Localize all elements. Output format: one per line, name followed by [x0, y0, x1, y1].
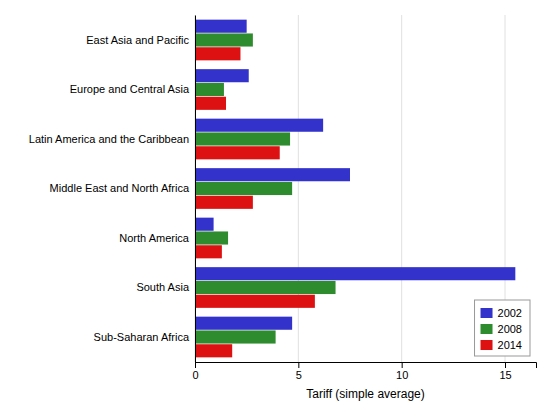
x-axis: 0 5 10 15	[192, 362, 536, 381]
bar	[195, 330, 276, 343]
bar	[195, 295, 315, 308]
y-tick: North America	[119, 232, 195, 244]
x-axis-title: Tariff (simple average)	[306, 387, 425, 401]
chart: 0 5 10 15 East Asia and Pacific Europe and Ce…	[0, 0, 558, 408]
legend-box	[475, 300, 530, 356]
legend-label: 2002	[498, 307, 522, 319]
y-tick-label: Middle East and North Africa	[50, 182, 190, 194]
y-tick-label: South Asia	[136, 281, 189, 293]
x-tick-label: 10	[396, 369, 408, 381]
bar-series	[195, 47, 315, 357]
legend-swatch	[481, 340, 493, 350]
x-tick-mark	[195, 362, 196, 368]
x-tick-label: 15	[499, 369, 511, 381]
y-tick: Europe and Central Asia	[70, 83, 195, 95]
bar	[195, 196, 253, 209]
bar	[195, 47, 240, 60]
bar	[195, 245, 222, 258]
x-tick: 0	[192, 362, 198, 381]
grid-line	[401, 15, 402, 362]
y-tick: Middle East and North Africa	[50, 182, 195, 194]
x-tick-mark	[505, 362, 506, 368]
x-tick: 15	[499, 362, 511, 381]
y-tick-label: Sub-Saharan Africa	[94, 331, 190, 343]
x-tick-mark	[298, 362, 299, 368]
bars	[195, 20, 515, 358]
bar	[195, 168, 350, 181]
bar	[195, 317, 292, 330]
bar	[195, 218, 214, 231]
y-tick-label: North America	[119, 232, 190, 244]
legend-swatch	[481, 308, 493, 318]
bar	[195, 132, 290, 145]
x-tick: 10	[396, 362, 408, 381]
y-tick: South Asia	[136, 281, 195, 293]
legend-label: 2008	[498, 323, 522, 335]
bar-series	[195, 33, 336, 343]
legend-swatch	[481, 324, 493, 334]
grid-line	[195, 15, 196, 362]
x-tick-label: 0	[192, 369, 198, 381]
bar	[195, 119, 323, 132]
x-tick-mark	[402, 362, 403, 368]
y-tick-label: Europe and Central Asia	[70, 83, 190, 95]
bar-series	[195, 20, 515, 330]
y-tick: East Asia and Pacific	[86, 34, 195, 46]
grid-line	[298, 15, 299, 362]
grid	[195, 15, 505, 362]
bar	[195, 20, 247, 33]
y-tick: Latin America and the Caribbean	[29, 133, 195, 145]
y-tick-label: Latin America and the Caribbean	[29, 133, 189, 145]
x-axis-line	[196, 363, 537, 369]
x-tick-label: 5	[296, 369, 302, 381]
bar	[195, 281, 336, 294]
bar	[195, 267, 515, 280]
y-axis-line	[195, 16, 196, 363]
bar	[195, 231, 228, 244]
bar	[195, 146, 280, 159]
bar	[195, 97, 226, 110]
bar	[195, 344, 232, 357]
bar	[195, 33, 253, 46]
bar	[195, 69, 249, 82]
legend: 2002 2008 2014	[475, 300, 530, 356]
bar	[195, 182, 292, 195]
bar	[195, 83, 224, 96]
legend-label: 2014	[498, 339, 522, 351]
plot: 0 5 10 15 East Asia and Pacific Europe and Ce…	[29, 15, 537, 381]
y-axis: East Asia and Pacific Europe and Central …	[29, 16, 196, 363]
y-tick-label: East Asia and Pacific	[86, 34, 189, 46]
x-tick: 5	[296, 362, 302, 381]
y-tick: Sub-Saharan Africa	[94, 331, 195, 343]
